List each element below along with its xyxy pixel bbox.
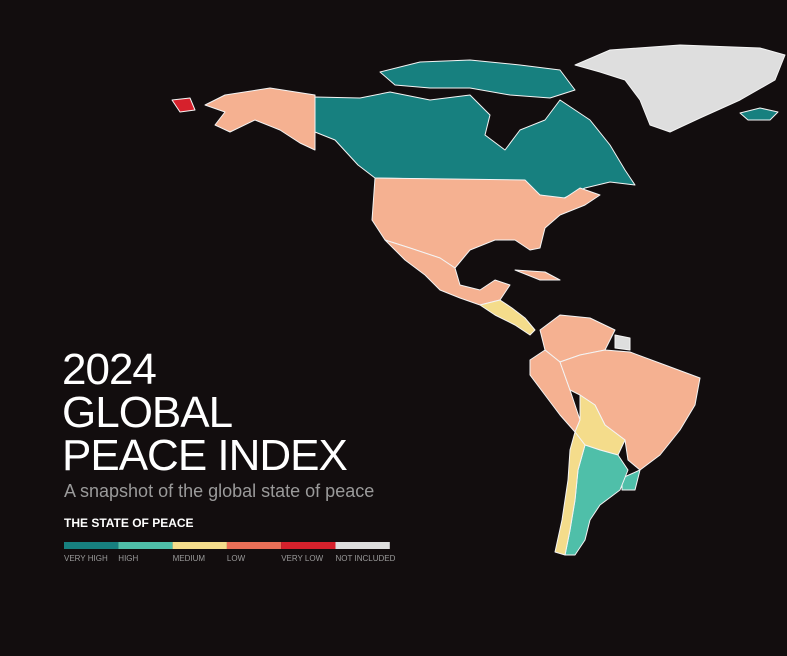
legend-swatch <box>172 542 227 549</box>
legend-swatch <box>226 542 282 549</box>
greenland <box>574 44 786 133</box>
legend-label: HIGH <box>118 554 138 563</box>
guianas <box>614 334 631 351</box>
mexico <box>384 239 511 306</box>
legend: VERY HIGH HIGH MEDIUM LOW VERY LOW NOT INCLUD… <box>64 542 396 563</box>
title-line: GLOBAL <box>62 388 233 437</box>
chile <box>554 431 586 556</box>
legend-label: NOT INCLUDED <box>336 554 396 563</box>
cuba <box>514 269 561 281</box>
title-line: PEACE INDEX <box>62 431 348 480</box>
iceland <box>739 107 779 121</box>
legend-swatch <box>64 542 119 549</box>
title-line: 2024 <box>62 345 156 394</box>
arctic-islands <box>379 59 576 99</box>
alaska <box>204 87 316 151</box>
legend-title: THE STATE OF PEACE <box>64 516 194 530</box>
legend-swatch <box>281 542 336 549</box>
legend-label: VERY LOW <box>281 554 323 563</box>
central-america <box>479 299 536 336</box>
legend-label: LOW <box>227 554 246 563</box>
russia-tip <box>171 97 196 113</box>
legend-label: VERY HIGH <box>64 554 108 563</box>
legend-swatch <box>118 542 173 549</box>
legend-swatch <box>335 542 390 549</box>
map <box>171 44 786 556</box>
subtitle: A snapshot of the global state of peace <box>64 481 374 501</box>
legend-label: MEDIUM <box>173 554 206 563</box>
